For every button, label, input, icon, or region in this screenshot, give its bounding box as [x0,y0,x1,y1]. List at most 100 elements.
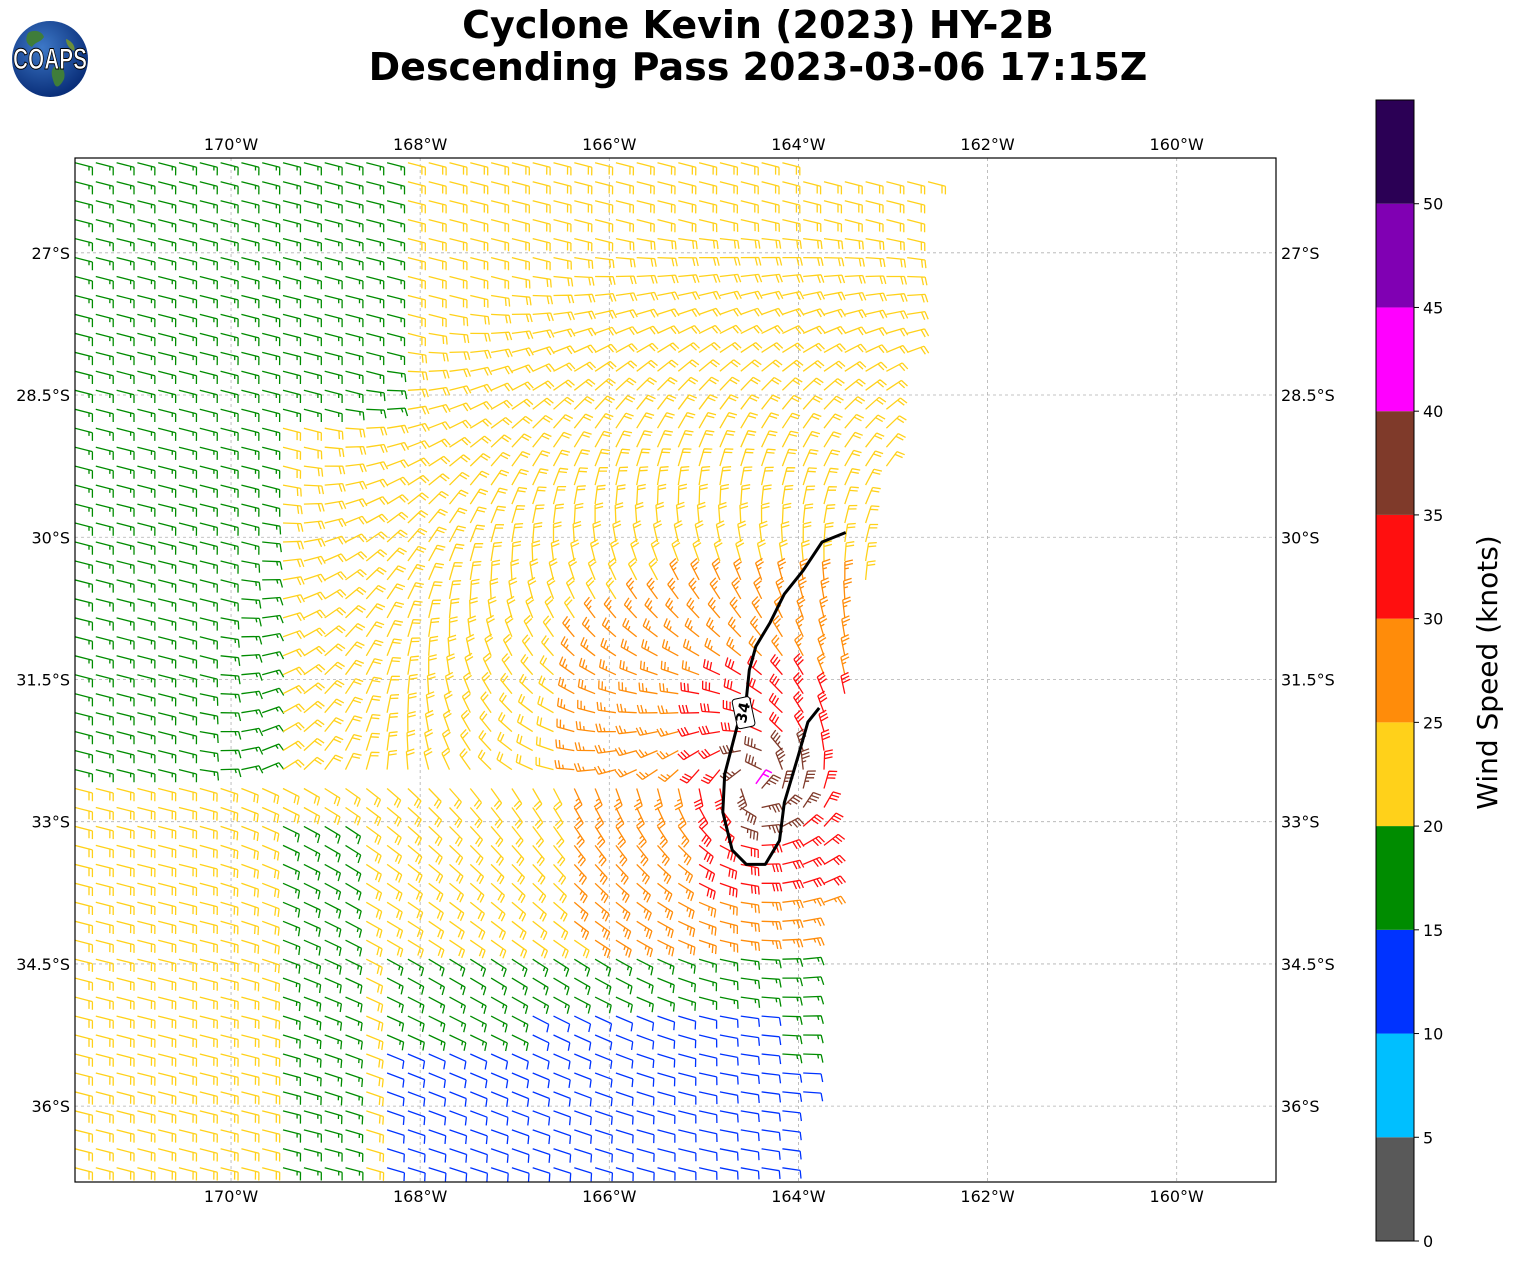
wind-barb [178,712,198,726]
wind-barb [303,275,322,290]
wind-barb [386,1110,405,1125]
wind-barb [75,484,94,498]
wind-barb [262,408,281,423]
wind-barb [552,485,567,505]
wind-barb [740,412,758,429]
wind-barb [574,1015,592,1033]
wind-barb [657,162,676,176]
wind-barb [303,1072,322,1087]
wind-barb [366,977,384,995]
wind-barb [241,901,260,917]
wind-barb [75,256,94,271]
wind-barb [428,1167,447,1182]
wind-barb [698,1053,718,1067]
wind-barb [137,693,156,707]
wind-barb [823,791,842,808]
wind-barb [574,742,596,752]
wind-barb [761,843,783,853]
wind-barb [802,770,816,789]
wind-barb [366,1053,384,1069]
wind-barb [282,1034,301,1049]
wind-barb [698,748,721,760]
wind-barb [241,1015,260,1029]
wind-barb [490,275,510,290]
wind-barb [594,309,617,319]
wind-barb [490,451,511,467]
wind-barb [480,691,492,714]
wind-barb [865,200,884,214]
wind-barb [656,826,668,849]
wind-barb [345,256,364,271]
wind-barb [262,1129,281,1143]
wind-barb [594,901,610,922]
wind-barb [796,595,806,619]
wind-barb [491,331,513,341]
wind-barb [511,863,526,885]
wind-barb [116,882,135,896]
wind-barb [678,1053,697,1068]
wind-barb [636,704,658,714]
wind-barb [75,939,94,953]
wind-barb [698,411,717,429]
wind-barb [580,637,596,657]
x-tick-label-top: 164°W [771,135,826,154]
wind-barb [782,899,804,909]
wind-barb [511,1110,530,1126]
wind-barb [630,538,640,562]
wind-barb [158,427,177,441]
wind-barb [428,256,447,271]
wind-barb [865,309,888,319]
wind-barb [802,791,822,808]
wind-barb [573,762,596,772]
wind-barb [781,467,796,486]
wind-barb [75,579,94,593]
wind-barb [865,396,887,410]
y-tick-label-left: 31.5°S [16,670,70,689]
wind-barb [677,376,699,391]
wind-barb [636,274,658,284]
wind-barb [865,432,885,448]
wind-barb [324,313,343,328]
wind-barb [469,488,489,505]
wind-barb [542,615,555,638]
wind-barb [345,1167,364,1181]
wind-barb [158,218,177,233]
wind-barb [615,1167,634,1182]
wind-barb [795,614,805,638]
wind-barb [407,825,423,846]
wind-barb [657,901,674,921]
wind-barb [220,237,239,252]
wind-barb [178,863,198,878]
wind-barb [538,675,554,695]
wind-barb [633,788,643,811]
wind-barb [740,448,755,467]
wind-barb [615,845,628,867]
wind-barbs [75,162,947,1182]
wind-barb [532,432,552,448]
wind-barb [844,431,863,448]
wind-barb [614,747,637,757]
colorbar-bin [1376,618,1414,723]
wind-barb [594,863,608,885]
wind-barb [365,713,381,732]
wind-barb [116,332,135,347]
wind-barb [720,722,741,733]
wind-barb [574,218,593,233]
wind-barb [511,844,525,867]
wind-barb [802,835,825,847]
wind-barb [773,595,783,619]
wind-barb [511,347,534,357]
wind-barb [490,939,507,959]
wind-barb [262,1167,281,1181]
wind-barb [727,616,742,638]
wind-barb [594,181,614,195]
wind-barb [554,759,575,771]
wind-barb [803,218,822,233]
wind-barb [532,1148,551,1163]
wind-barb [241,579,261,591]
wind-barb [698,181,718,195]
wind-barb [678,274,700,284]
wind-barb [137,522,156,536]
wind-barb [345,920,363,938]
wind-barb [366,1034,384,1051]
